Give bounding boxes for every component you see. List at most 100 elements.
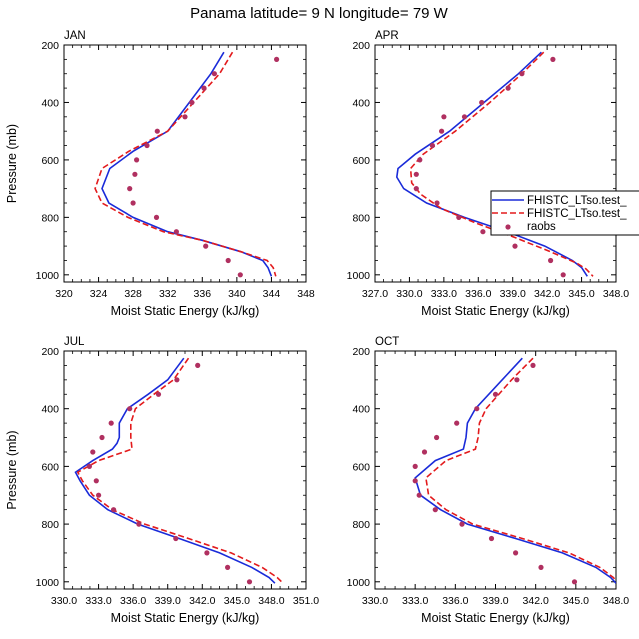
y-tick-label: 400: [41, 97, 59, 109]
x-tick-label: 345.0: [224, 595, 250, 607]
raobs-point: [474, 406, 480, 412]
raobs-point: [513, 550, 519, 556]
raobs-point: [93, 478, 99, 484]
raobs-point: [90, 449, 96, 455]
raobs-point: [136, 521, 142, 527]
raobs-point: [416, 492, 422, 498]
raobs-point: [211, 71, 217, 77]
raobs-point: [439, 128, 445, 134]
y-tick-label: 200: [41, 346, 59, 358]
x-tick-label: 348.0: [603, 595, 629, 607]
raobs-point: [134, 157, 140, 163]
raobs-point: [413, 171, 419, 177]
raobs-point: [488, 535, 495, 542]
y-tick-label: 600: [352, 155, 370, 167]
raobs-point: [96, 492, 102, 498]
plot-frame: [63, 44, 307, 283]
plot-area: [395, 51, 594, 278]
x-tick-label: 330.0: [362, 595, 388, 607]
figure-title: Panama latitude= 9 N longitude= 79 W: [190, 5, 449, 22]
x-tick-label: 348.0: [603, 288, 629, 300]
panel-oct: OCT 330.0 333.0 336.0 339.0 342.0 345.0 348.0 20…: [347, 336, 630, 625]
raobs-point: [108, 420, 114, 426]
x-tick-label: 336.0: [120, 595, 146, 607]
x-axis-label: Moist Static Energy (kJ/kg): [111, 304, 260, 318]
panel-title: JAN: [64, 30, 86, 42]
raobs-point: [417, 157, 423, 163]
raobs-point: [492, 391, 499, 397]
raobs-point: [514, 377, 520, 383]
x-axis-label: Moist Static Energy (kJ/kg): [111, 611, 260, 625]
raobs-point: [421, 449, 428, 455]
raobs-point: [144, 142, 150, 149]
x-tick-label: 324: [90, 288, 108, 300]
series-dashed-line: [76, 357, 284, 584]
raobs-point: [246, 579, 253, 585]
raobs-point: [413, 186, 419, 192]
legend-label: raobs: [527, 221, 556, 233]
panel-title: OCT: [375, 336, 399, 348]
x-tick-label: 320: [55, 288, 73, 300]
x-tick-label: 336: [194, 288, 212, 300]
series-dashed-line: [425, 357, 616, 582]
raobs-point: [461, 114, 468, 120]
raobs-point: [454, 420, 460, 426]
raobs-point: [201, 85, 207, 91]
raobs-point: [154, 128, 160, 134]
x-axis-label: Moist Static Energy (kJ/kg): [421, 304, 570, 318]
raobs-point: [479, 99, 485, 106]
raobs-point: [127, 186, 133, 192]
legend-marker-dot: [505, 224, 511, 230]
raobs-point: [195, 362, 201, 368]
raobs-point: [174, 377, 180, 383]
y-tick-label: 200: [352, 346, 370, 358]
y-axis-label: Pressure (mb): [5, 430, 19, 509]
series-solid-line: [395, 51, 588, 277]
y-tick-label: 800: [41, 212, 59, 224]
y-tick-label: 1000: [36, 270, 60, 282]
raobs-point: [505, 85, 511, 91]
plot-area: [94, 51, 280, 278]
y-tick-label: 400: [352, 404, 370, 416]
x-tick-label: 339.0: [500, 288, 526, 300]
x-tick-label: 340: [228, 288, 246, 300]
raobs-point: [434, 200, 440, 206]
plot-frame: [374, 44, 617, 283]
x-tick-label: 332: [159, 288, 177, 300]
raobs-point: [203, 243, 209, 249]
raobs-point: [173, 535, 179, 542]
x-tick-label: 339.0: [155, 595, 181, 607]
x-tick-label: 348: [297, 288, 315, 300]
x-tick-label: 333.0: [431, 288, 457, 300]
y-tick-label: 400: [352, 97, 370, 109]
raobs-point: [204, 550, 210, 556]
x-tick-label: 342.0: [534, 288, 560, 300]
plot-area: [412, 357, 616, 585]
series-solid-line: [101, 51, 273, 277]
raobs-point: [155, 391, 162, 397]
plot-area: [74, 357, 284, 585]
plot-frame: [63, 350, 307, 590]
x-axis-label: Moist Static Energy (kJ/kg): [421, 611, 570, 625]
x-tick-label: 345.0: [563, 595, 589, 607]
y-tick-label: 600: [41, 155, 59, 167]
raobs-point: [429, 142, 435, 149]
series-dashed-line: [94, 51, 277, 277]
raobs-point: [86, 463, 92, 469]
y-tick-label: 200: [352, 40, 370, 52]
panels: JAN 320 324 328 332 336 340 344 348 200 400 600 800 1…: [5, 30, 629, 625]
raobs-point: [412, 463, 418, 469]
raobs-point: [225, 257, 231, 264]
raobs-point: [127, 406, 133, 412]
x-tick-label: 342.0: [523, 595, 549, 607]
raobs-point: [512, 243, 518, 249]
raobs-point: [480, 229, 486, 235]
y-tick-label: 600: [41, 461, 59, 473]
x-tick-label: 348.0: [258, 595, 284, 607]
x-tick-label: 330.0: [396, 288, 422, 300]
legend-label: FHISTC_LTso.test_: [527, 208, 627, 220]
y-tick-label: 800: [41, 519, 59, 531]
raobs-point: [538, 564, 544, 571]
y-tick-label: 1000: [347, 270, 371, 282]
x-tick-label: 336.0: [465, 288, 491, 300]
